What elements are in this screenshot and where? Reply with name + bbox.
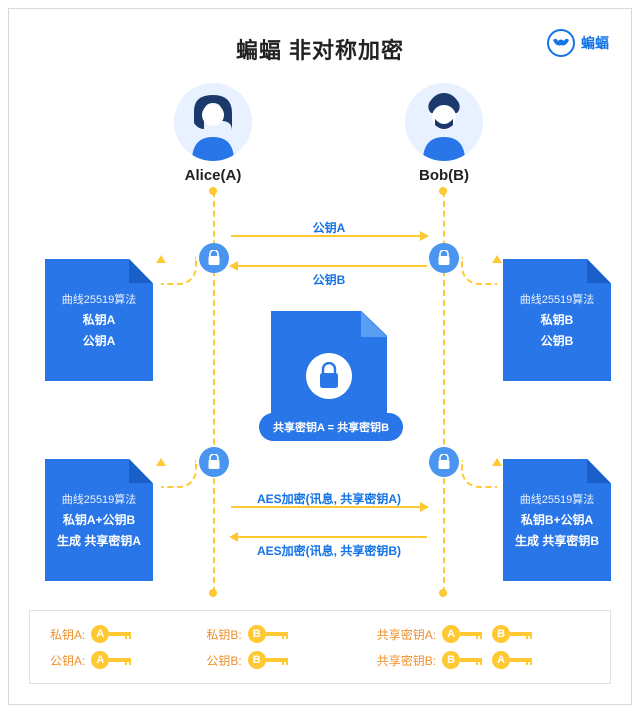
legend-shared-a: 共享密钥A:AB: [377, 621, 604, 647]
bob-shared-doc: 曲线25519算法 私钥B+公钥A 生成 共享密钥B: [503, 459, 611, 581]
connector-icon: [161, 460, 197, 488]
legend-shared-b: 共享密钥B:BA: [377, 647, 604, 673]
alice-label: Alice(A): [163, 167, 263, 184]
arrow-left-icon: [231, 536, 427, 538]
dot-icon: [209, 187, 217, 195]
alice-avatar: [174, 83, 252, 161]
page-title: 蝙蝠 非对称加密: [9, 33, 631, 65]
diagram-frame: 蝙蝠 非对称加密 蝙蝠 Alice(A) Bob(B) 公钥A 公钥B AES加…: [8, 8, 632, 705]
bat-logo-icon: [547, 29, 575, 57]
alice-shared-doc: 曲线25519算法 私钥A+公钥B 生成 共享密钥A: [45, 459, 153, 581]
pubkey-b-label: 公钥B: [229, 271, 429, 288]
brand: 蝙蝠: [547, 29, 609, 57]
connector-icon: [161, 257, 197, 285]
dot-icon: [439, 187, 447, 195]
legend-private-b: 私钥B:B: [206, 621, 376, 647]
bob-label: Bob(B): [394, 167, 494, 184]
arrow-tip-icon: [492, 458, 502, 466]
shared-key-equation: 共享密钥A = 共享密钥B: [259, 413, 403, 441]
dot-icon: [209, 589, 217, 597]
aes-a-label: AES加密(讯息, 共享密钥A): [219, 490, 439, 507]
legend-private-a: 私钥A:A: [36, 621, 206, 647]
bob-keygen-doc: 曲线25519算法 私钥B 公钥B: [503, 259, 611, 381]
arrow-left-icon: [231, 265, 427, 267]
dot-icon: [439, 589, 447, 597]
legend-public-a: 公钥A:A: [36, 647, 206, 673]
arrow-tip-icon: [156, 255, 166, 263]
arrow-tip-icon: [156, 458, 166, 466]
aes-b-label: AES加密(讯息, 共享密钥B): [219, 542, 439, 559]
lock-icon: [199, 243, 229, 273]
pubkey-a-label: 公钥A: [229, 219, 429, 236]
lock-icon: [199, 447, 229, 477]
arrow-tip-icon: [492, 255, 502, 263]
alice-keygen-doc: 曲线25519算法 私钥A 公钥A: [45, 259, 153, 381]
bob-avatar: [405, 83, 483, 161]
lock-icon: [429, 447, 459, 477]
brand-text: 蝙蝠: [581, 33, 609, 53]
legend-public-b: 公钥B:B: [206, 647, 376, 673]
legend: 私钥A:A 私钥B:B 共享密钥A:AB 公钥A:A 公钥B:B 共享密钥B:B…: [29, 610, 611, 684]
lock-icon: [429, 243, 459, 273]
